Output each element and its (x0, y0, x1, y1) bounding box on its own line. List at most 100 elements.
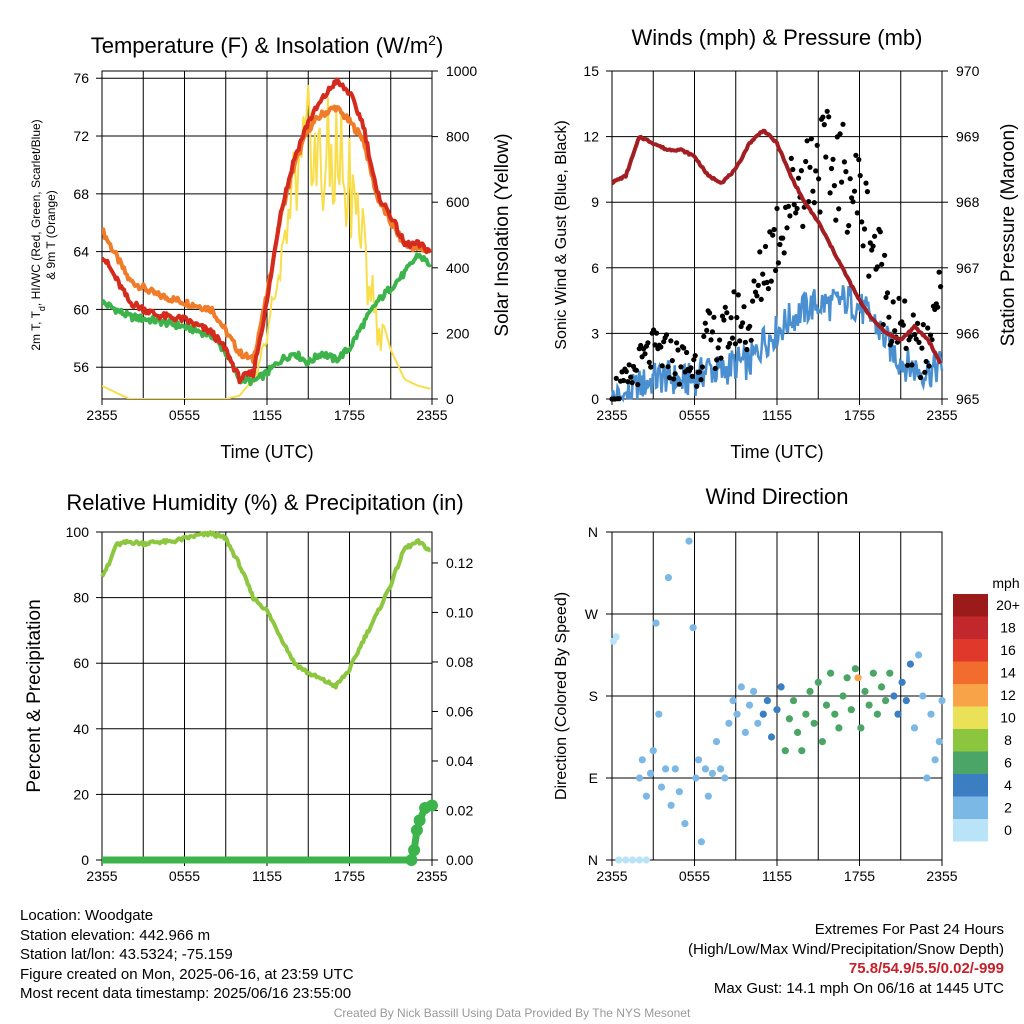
gust-point (833, 217, 839, 223)
direction-point (615, 856, 623, 864)
rh-yaxis-label: Percent & Precipitation (24, 599, 45, 792)
precip-ytick-label: 0.10 (446, 604, 473, 620)
precip-ytick-label: 0.04 (446, 753, 473, 769)
pressure-ytick-label: 968 (956, 194, 980, 210)
rh-chart-xtick-label: 2355 (416, 868, 447, 884)
gust-point (882, 252, 888, 258)
gust-point (741, 304, 747, 310)
gust-point (853, 152, 859, 158)
direction-point (635, 856, 644, 864)
gust-point (879, 261, 885, 267)
temp-chart-xtick-label: 1755 (334, 407, 365, 423)
gust-point (674, 340, 680, 346)
gust-point (625, 379, 631, 385)
direction-point (733, 710, 741, 718)
credit-text: Created By Nick Bassill Using Data Provi… (333, 1006, 691, 1020)
gust-point (727, 340, 733, 347)
gust-point (814, 142, 820, 148)
gust-point (916, 339, 922, 345)
legend-swatch (953, 729, 988, 752)
legend-swatch (953, 796, 988, 819)
legend-swatch (953, 639, 988, 662)
gust-point (681, 345, 687, 351)
gust-point (866, 273, 872, 279)
gust-point (927, 332, 934, 338)
direction-point (906, 660, 915, 668)
gust-point (629, 380, 635, 386)
direction-ytick-label: W (585, 606, 599, 622)
rh-ytick-label: 100 (66, 524, 90, 540)
gust-point (771, 226, 777, 233)
direction-point (721, 774, 729, 782)
temp-ytick-label: 72 (73, 128, 89, 144)
pressure-line (611, 128, 943, 365)
legend-swatch (953, 774, 988, 797)
gust-point (841, 159, 848, 165)
wind-chart-xtick-label: 2355 (596, 407, 627, 423)
direction-point (938, 697, 946, 705)
direction-chart-title: Wind Direction (705, 484, 848, 509)
temp-ytick-label: 56 (73, 359, 89, 375)
gust-point (851, 188, 858, 194)
gust-point (925, 325, 931, 331)
insolation-ytick-label: 1000 (446, 63, 477, 79)
gust-point (665, 364, 671, 370)
precip-ytick-label: 0.02 (446, 802, 473, 818)
direction-point (697, 838, 706, 846)
gust-point (694, 383, 700, 389)
gust-point (638, 342, 644, 349)
gust-point (847, 176, 853, 182)
gust-point (828, 165, 835, 172)
gust-point (909, 362, 915, 368)
gust-point (824, 108, 830, 114)
direction-point (704, 792, 712, 800)
rh-ytick-label: 0 (81, 852, 89, 868)
insolation-ytick-label: 600 (446, 194, 470, 210)
direction-point (927, 710, 935, 718)
gust-point (613, 375, 619, 381)
gust-point (709, 329, 716, 335)
precip-point (410, 824, 423, 837)
wind-ytick-label: 15 (583, 63, 599, 79)
gust-point (747, 323, 753, 329)
direction-points-group (609, 537, 946, 864)
gust-point (748, 337, 754, 343)
gust-point (755, 282, 761, 288)
gust-point (702, 320, 708, 326)
legend-label: 12 (1000, 687, 1016, 703)
direction-point (754, 719, 762, 727)
title-close: ) (436, 33, 443, 58)
legend-swatch (953, 661, 988, 684)
rh-series-group (99, 530, 438, 866)
direction-point (831, 710, 839, 718)
gust-point (729, 335, 736, 341)
direction-point (877, 683, 886, 691)
temp-xaxis-label: Time (UTC) (220, 442, 313, 462)
gust-point (701, 333, 707, 339)
gust-point (808, 136, 815, 142)
sonic-wind-line (610, 285, 944, 403)
direction-ytick-label: N (588, 852, 598, 868)
precip-ytick-label: 0.06 (446, 703, 473, 719)
gust-point (920, 322, 926, 328)
legend-swatch (953, 751, 988, 774)
direction-yaxis-label: Direction (Colored By Speed) (553, 592, 570, 800)
direction-point (708, 769, 717, 778)
direction-point (773, 706, 781, 714)
direction-point (873, 710, 882, 718)
direction-point (737, 683, 745, 691)
insolation-line (102, 84, 431, 399)
gust-point (728, 315, 734, 321)
figure-created-text: Figure created on Mon, 2025-06-16, at 23… (20, 965, 354, 983)
legend-swatch (953, 819, 988, 842)
legend-label: 6 (1004, 755, 1012, 771)
direction-point (843, 674, 851, 682)
temp-ytick-label: 64 (73, 244, 89, 260)
gust-point (678, 364, 684, 370)
direction-point (642, 856, 651, 864)
extremes-values: 75.8/54.9/5.5/0.02/-999 (848, 960, 1004, 977)
gust-point (859, 219, 865, 225)
gust-point (874, 264, 881, 270)
direction-point (898, 678, 906, 686)
gust-point (633, 367, 640, 373)
